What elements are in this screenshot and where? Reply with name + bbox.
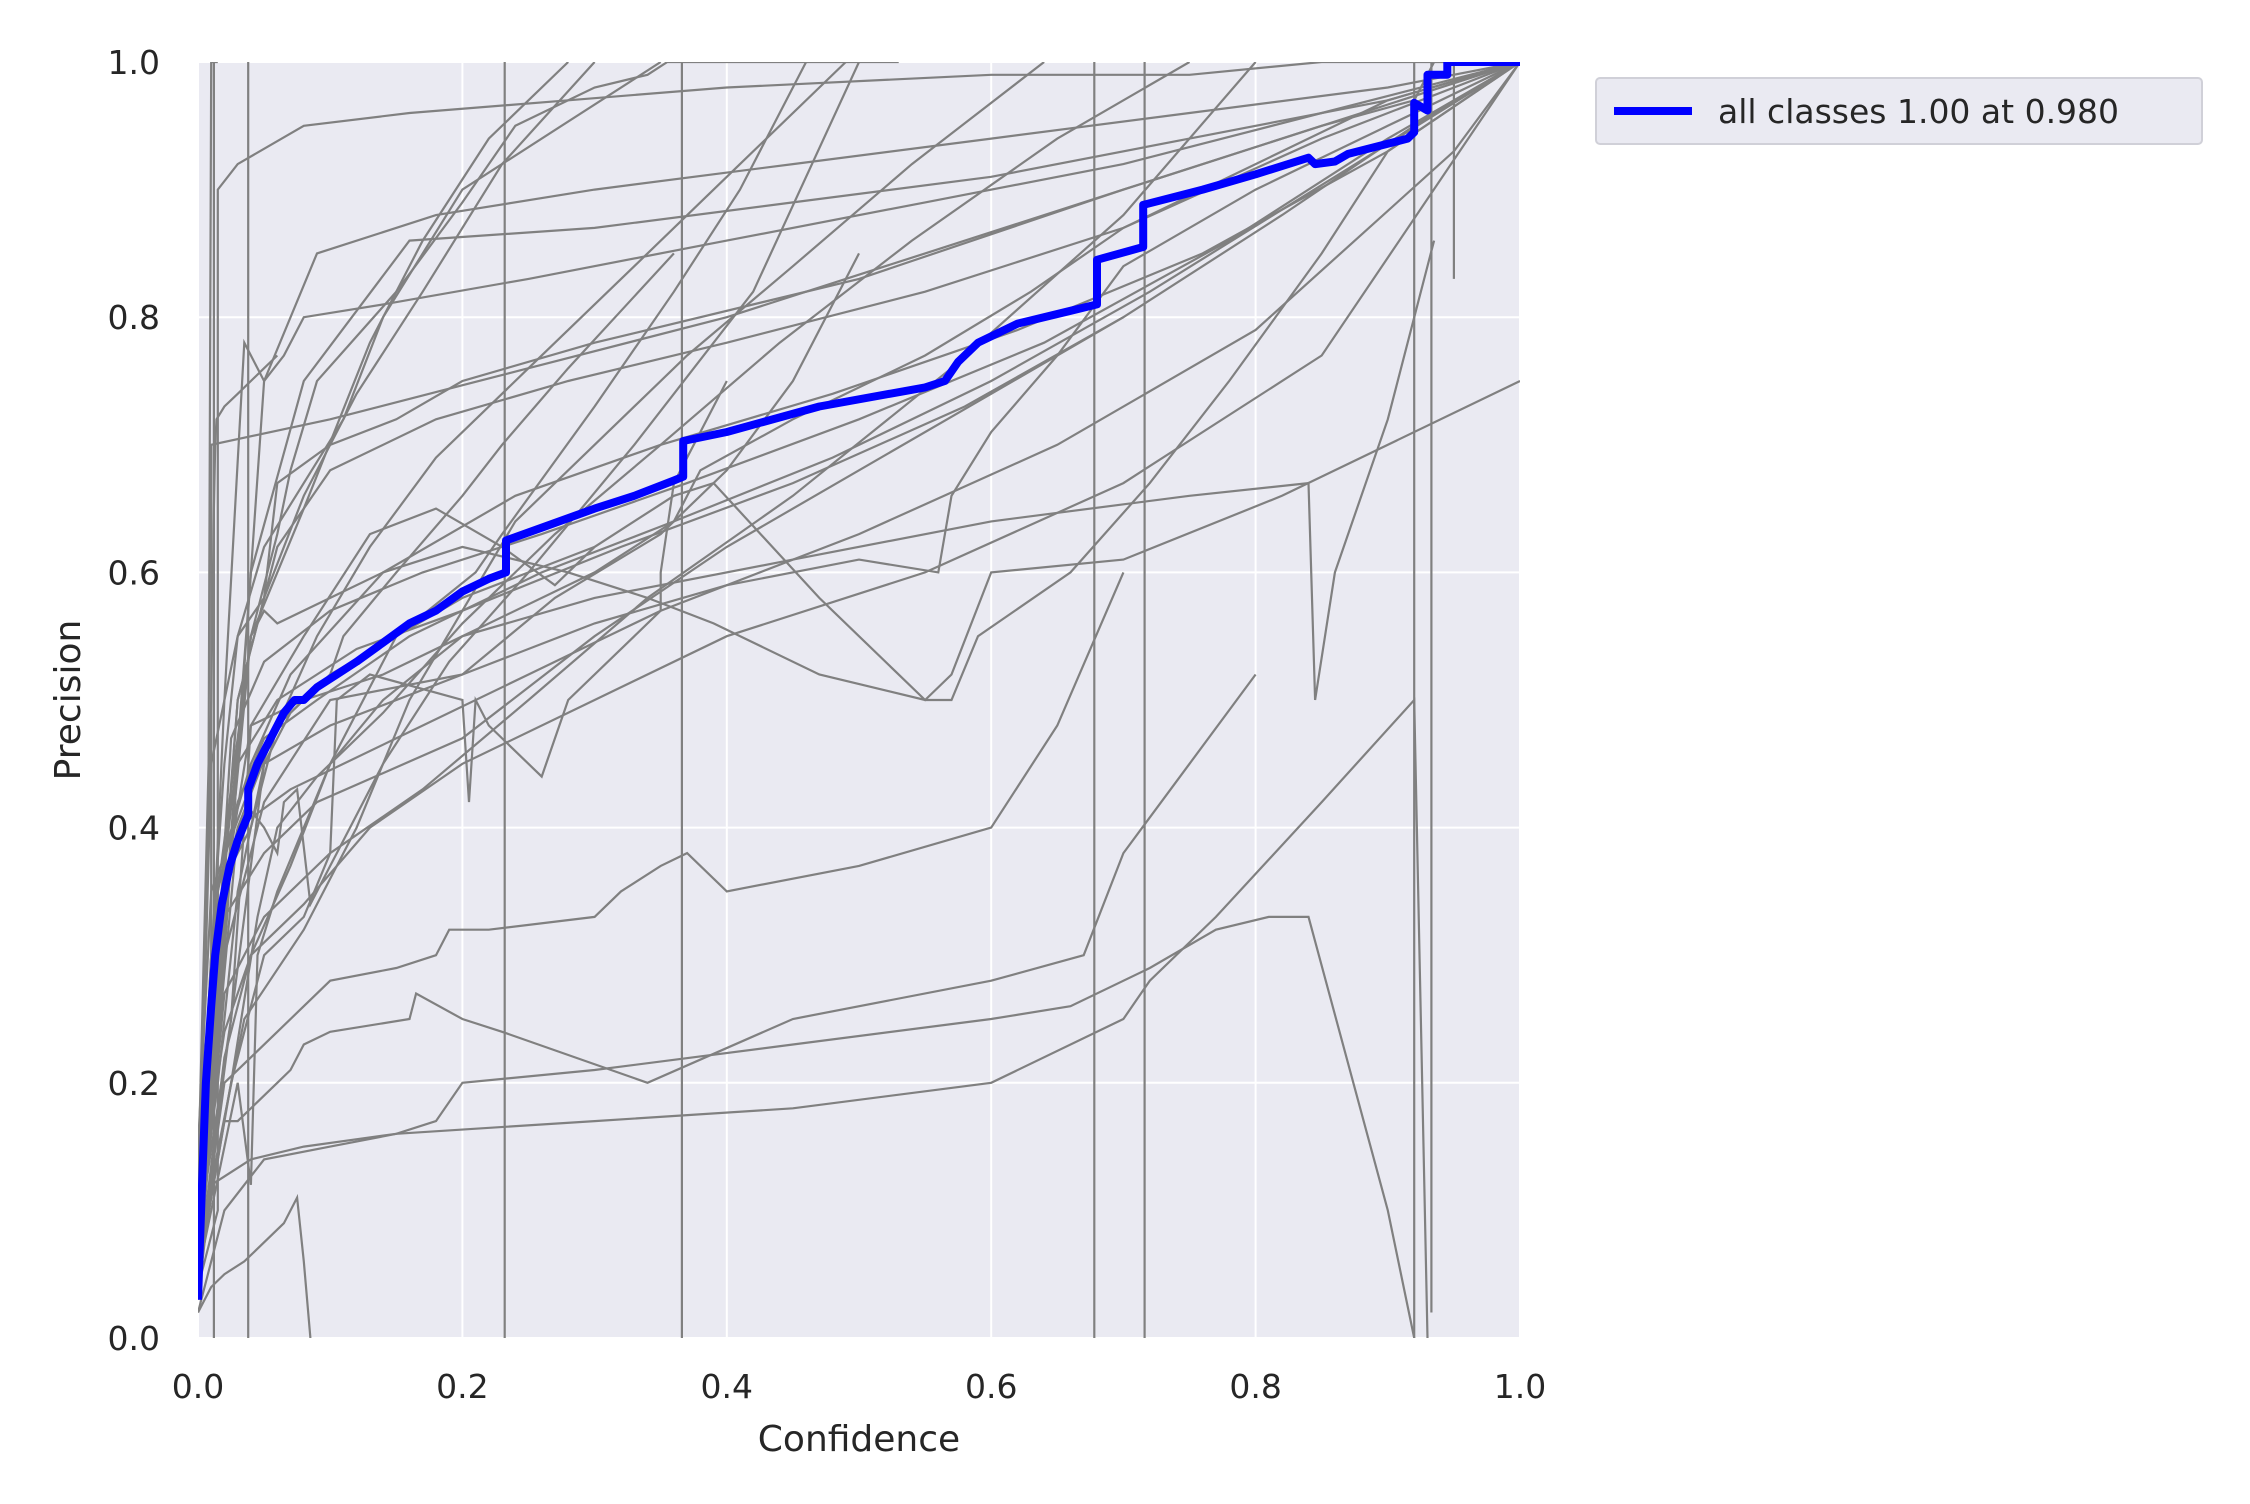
class-line-36 — [198, 571, 1125, 1275]
class-line-37 — [198, 673, 1257, 1275]
y-axis-label: Precision — [48, 620, 89, 781]
x-tick-label: 1.0 — [1494, 1367, 1546, 1406]
legend-label-all-classes: all classes 1.00 at 0.980 — [1718, 92, 2119, 131]
class-line-33 — [198, 354, 279, 1211]
x-tick-label: 0.0 — [172, 1367, 224, 1406]
class-line-27 — [198, 380, 1520, 1275]
class-line-38 — [198, 915, 1416, 1338]
y-tick-label: 0.6 — [108, 553, 160, 592]
class-line-6 — [198, 62, 1520, 1275]
all-classes-line — [198, 62, 1520, 1300]
class-line-21 — [198, 62, 1436, 1249]
class-line-39 — [198, 697, 1429, 1338]
y-tick-label: 0.2 — [108, 1064, 160, 1103]
tick-labels: 0.0 0.2 0.4 0.6 0.8 1.0 0.0 0.2 0.4 0.6 0.8 1.0 — [108, 43, 1547, 1406]
y-tick-label: 0.8 — [108, 298, 160, 337]
x-tick-label: 0.6 — [965, 1367, 1017, 1406]
class-line-19 — [198, 62, 1257, 1275]
y-tick-label: 0.0 — [108, 1319, 160, 1358]
x-tick-label: 0.4 — [701, 1367, 753, 1406]
x-axis-label: Confidence — [758, 1419, 960, 1460]
class-curves — [198, 62, 1520, 1338]
class-line-16 — [198, 62, 1191, 1262]
class-line-28 — [198, 380, 728, 1275]
class-line-30 — [198, 316, 1124, 1275]
class-line-17 — [198, 62, 1045, 1249]
class-line-9 — [198, 62, 1520, 1275]
class-line-22 — [198, 62, 899, 1249]
legend: all classes 1.00 at 0.980 — [1595, 77, 2203, 145]
x-tick-label: 0.8 — [1229, 1367, 1281, 1406]
class-line-13 — [198, 62, 662, 1236]
class-line-25 — [198, 62, 1520, 1275]
legend-frame — [1595, 77, 2203, 145]
class-line-40 — [198, 1193, 312, 1338]
y-tick-label: 0.4 — [108, 809, 160, 848]
class-line-35 — [198, 62, 1520, 1288]
x-tick-label: 0.2 — [436, 1367, 488, 1406]
class-line-31 — [198, 240, 1436, 1237]
all-classes-curve-layer — [198, 62, 1520, 1300]
class-line-11 — [198, 62, 1520, 1275]
y-tick-label: 1.0 — [108, 43, 160, 82]
class-line-26 — [198, 62, 1520, 1275]
class-line-5 — [198, 62, 1520, 1275]
class-line-23 — [198, 62, 808, 1275]
class-line-1 — [198, 62, 1520, 1288]
